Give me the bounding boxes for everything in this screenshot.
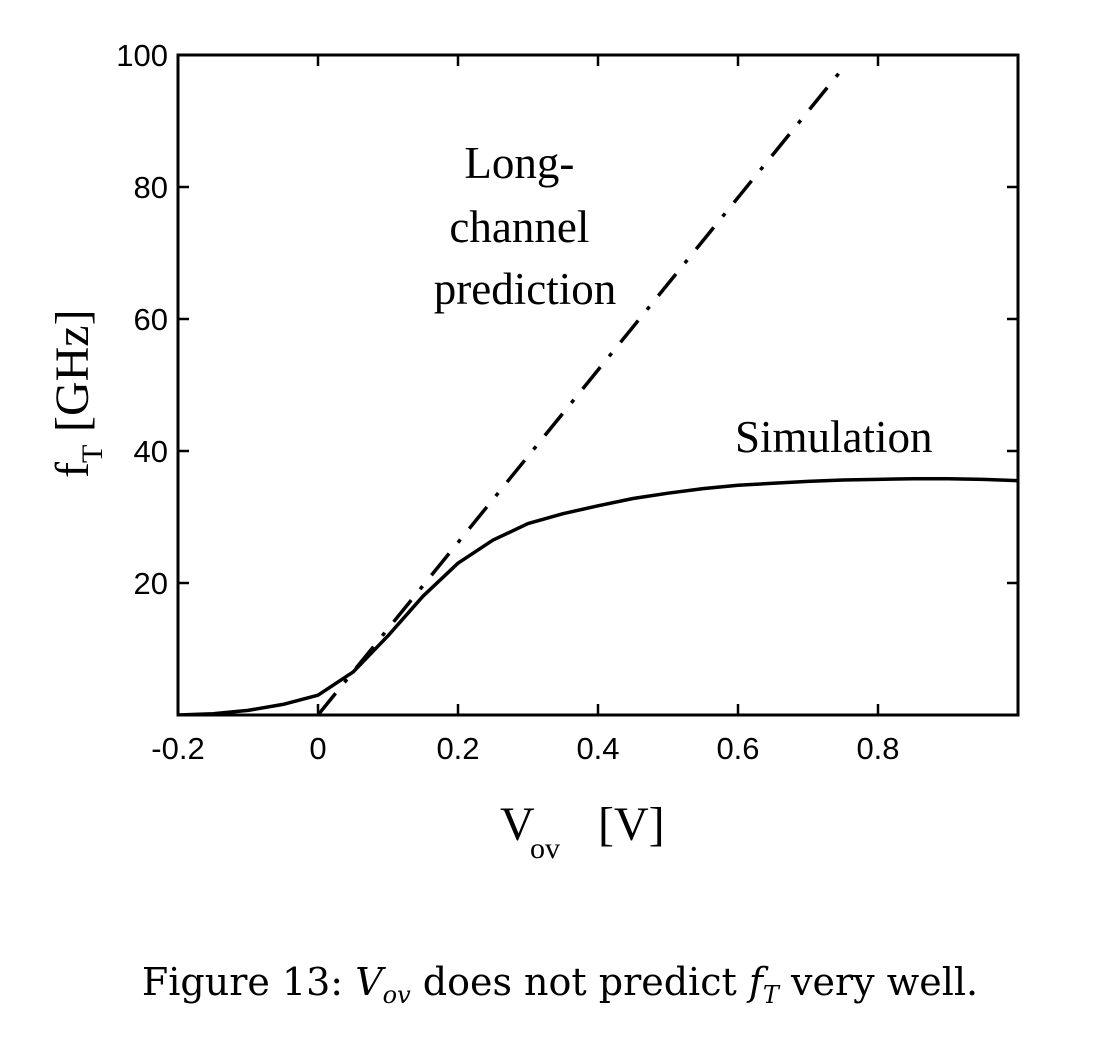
y-tick-label: 100: [116, 38, 168, 73]
x-tick-label: 0.8: [856, 731, 899, 766]
y-axis-label-sub: T: [76, 445, 109, 463]
y-axis-label-main: f: [46, 462, 99, 478]
caption-var-ft-sub: T: [762, 981, 779, 1009]
caption-var-ft-main: f: [748, 960, 763, 1004]
caption-var-ft: fT: [748, 960, 779, 1007]
y-tick-label: 60: [134, 302, 168, 337]
series-layer: [178, 67, 1018, 715]
y-tick-label: 40: [134, 434, 168, 469]
plot-frame: [176, 53, 1020, 717]
x-tick-label: 0.2: [436, 731, 479, 766]
y-tick-label: 80: [134, 170, 168, 205]
x-axis-label: V ov [V]: [500, 798, 665, 865]
caption-var-vov: Vov: [355, 960, 410, 1007]
x-tick-label: 0.6: [716, 731, 759, 766]
series-line-simulation: [178, 476, 1018, 715]
x-tick-label: 0.4: [576, 731, 619, 766]
caption-var-vov-sub: ov: [382, 981, 411, 1009]
y-axis-label-unit: [GHz]: [46, 309, 99, 432]
figure-caption: Figure 13: Vov does not predict fT very …: [0, 960, 1120, 1007]
x-tick-label: -0.2: [151, 731, 204, 766]
series-line-long-channel-prediction: [316, 67, 845, 715]
caption-suffix: very well.: [791, 960, 979, 1004]
caption-middle: does not predict: [422, 960, 737, 1004]
annotation-long-channel-line-3: prediction: [434, 264, 616, 314]
caption-prefix: Figure 13:: [141, 960, 344, 1004]
x-tick-label: 0: [309, 731, 326, 766]
annotation-simulation: Simulation: [735, 412, 933, 462]
annotation-long-channel-line-2: channel: [449, 202, 589, 252]
axis-ticks: -0.2 0 0.2 0.4 0.6 0.8 20 40 60 80 100: [116, 38, 1018, 766]
y-tick-label: 20: [134, 566, 168, 601]
x-axis-label-unit: [V]: [598, 798, 665, 851]
x-axis-label-sub: ov: [530, 832, 560, 865]
caption-var-vov-main: V: [355, 960, 383, 1004]
annotation-long-channel: Long- channel prediction: [434, 138, 616, 314]
annotation-long-channel-line-1: Long-: [464, 138, 574, 188]
y-axis-label: f T [GHz]: [46, 309, 109, 478]
x-axis-label-main: V: [500, 798, 535, 851]
